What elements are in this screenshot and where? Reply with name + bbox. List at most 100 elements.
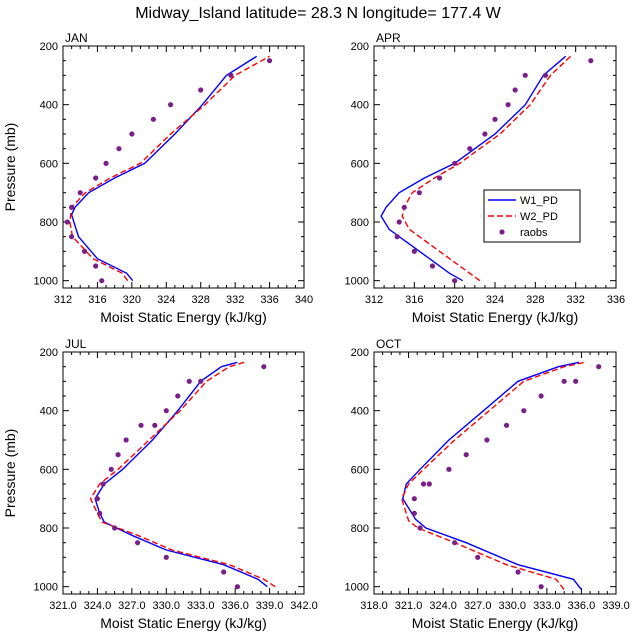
x-tick-label: 336.0 bbox=[221, 600, 249, 612]
x-axis-label: Moist Static Energy (kJ/kg) bbox=[100, 615, 267, 631]
raobs-point bbox=[467, 146, 473, 152]
y-tick-label: 800 bbox=[351, 217, 369, 229]
x-tick-label: 324.0 bbox=[84, 600, 112, 612]
panel-oct: OCT 318.0 321.0 324.0 327.0 330.0 333.0 336.0 33… bbox=[345, 337, 630, 631]
raobs-point bbox=[186, 378, 192, 384]
raobs-point bbox=[93, 175, 99, 181]
x-tick-label: 339.0 bbox=[256, 600, 284, 612]
raobs-point bbox=[505, 102, 511, 108]
raobs-point bbox=[452, 540, 458, 546]
raobs-point bbox=[452, 278, 458, 284]
raobs-point bbox=[103, 160, 109, 166]
x-tick-label: 330.0 bbox=[499, 600, 527, 612]
panel-title: JUL bbox=[65, 337, 87, 351]
w1-pd-line bbox=[380, 55, 567, 282]
panel-title: OCT bbox=[376, 337, 402, 351]
data-area bbox=[400, 361, 602, 591]
raobs-point bbox=[234, 584, 241, 590]
x-tick-label: 312 bbox=[54, 294, 72, 306]
x-tick-label: 336.0 bbox=[568, 600, 596, 612]
y-tick-label: 200 bbox=[351, 41, 369, 53]
legend-label: raobs bbox=[520, 227, 548, 239]
x-tick-label: 327.0 bbox=[464, 600, 492, 612]
raobs-point bbox=[521, 408, 527, 414]
raobs-point bbox=[261, 364, 267, 370]
raobs-point bbox=[81, 248, 88, 254]
raobs-point bbox=[573, 378, 579, 384]
x-tick-label: 332 bbox=[226, 294, 244, 306]
raobs-point bbox=[221, 569, 227, 575]
y-tick-label: 600 bbox=[351, 464, 369, 476]
data-area bbox=[89, 361, 276, 590]
y-tick-label: 600 bbox=[40, 158, 58, 170]
raobs-point bbox=[134, 540, 141, 546]
x-tick-label: 342.0 bbox=[290, 600, 318, 612]
x-tick-label: 321.0 bbox=[49, 600, 77, 612]
legend-label: W1_PD bbox=[520, 195, 558, 207]
raobs-point bbox=[69, 234, 75, 240]
y-tick-label: 600 bbox=[40, 464, 58, 476]
y-tick-label: 800 bbox=[40, 217, 58, 229]
x-tick-label: 333.0 bbox=[533, 600, 561, 612]
x-tick-label: 324 bbox=[486, 294, 504, 306]
raobs-point bbox=[93, 263, 99, 269]
y-tick-label: 400 bbox=[351, 406, 369, 418]
raobs-point bbox=[198, 87, 204, 93]
raobs-point bbox=[475, 554, 481, 560]
x-tick-label: 336 bbox=[260, 294, 278, 306]
raobs-point bbox=[542, 72, 549, 78]
raobs-point bbox=[69, 204, 75, 210]
x-tick-label: 324.0 bbox=[429, 600, 457, 612]
raobs-point bbox=[396, 219, 402, 225]
y-tick-label: 200 bbox=[351, 347, 369, 359]
raobs-point bbox=[112, 525, 118, 531]
plot-frame bbox=[62, 45, 305, 289]
raobs-point bbox=[266, 58, 273, 64]
plot-frame bbox=[373, 351, 617, 595]
raobs-point bbox=[417, 525, 423, 531]
raobs-point bbox=[64, 219, 70, 225]
raobs-point bbox=[138, 422, 144, 428]
y-tick-label: 200 bbox=[40, 347, 58, 359]
legend-raobs-marker bbox=[499, 229, 505, 235]
y-axis-label: Pressure (mb) bbox=[2, 429, 18, 518]
panel-jul: JUL 321.0 324.0 327.0 330.0 333.0 336.0 339.0 34… bbox=[2, 337, 318, 631]
x-tick-label: 321.0 bbox=[395, 600, 423, 612]
y-axis-label: Pressure (mb) bbox=[2, 123, 18, 212]
raobs-point bbox=[77, 190, 83, 196]
y-tick-label: 400 bbox=[40, 100, 58, 112]
x-tick-label: 312 bbox=[365, 294, 383, 306]
raobs-point bbox=[522, 72, 528, 78]
raobs-point bbox=[150, 116, 156, 122]
raobs-point bbox=[411, 248, 417, 254]
x-tick-label: 316 bbox=[405, 294, 423, 306]
panel-jan: JAN 312 316 320 324 328 332 336 340 200 400 600 800 1… bbox=[2, 31, 313, 325]
raobs-point bbox=[129, 131, 135, 137]
y-tick-label: 800 bbox=[40, 523, 58, 535]
x-tick-label: 328 bbox=[192, 294, 210, 306]
x-axis-label: Moist Static Energy (kJ/kg) bbox=[412, 309, 579, 325]
raobs-point bbox=[411, 510, 417, 516]
x-tick-label: 327.0 bbox=[118, 600, 146, 612]
x-tick-label: 320 bbox=[123, 294, 141, 306]
raobs-point bbox=[152, 422, 158, 428]
raobs-point bbox=[163, 554, 169, 560]
w2-pd-line bbox=[401, 55, 572, 282]
x-tick-label: 316 bbox=[88, 294, 106, 306]
y-tick-label: 600 bbox=[351, 158, 369, 170]
raobs-point bbox=[116, 146, 122, 152]
x-tick-label: 320 bbox=[445, 294, 463, 306]
y-tick-label: 400 bbox=[40, 406, 58, 418]
raobs-point bbox=[538, 584, 544, 590]
y-tick-label: 800 bbox=[351, 523, 369, 535]
raobs-point bbox=[452, 160, 458, 166]
w2-pd-line bbox=[400, 361, 586, 591]
raobs-point bbox=[401, 204, 407, 210]
raobs-point bbox=[416, 190, 422, 196]
x-tick-label: 318.0 bbox=[360, 600, 388, 612]
raobs-point bbox=[115, 452, 121, 458]
w1-pd-line bbox=[402, 361, 582, 591]
raobs-point bbox=[446, 466, 452, 472]
data-area bbox=[64, 55, 273, 284]
